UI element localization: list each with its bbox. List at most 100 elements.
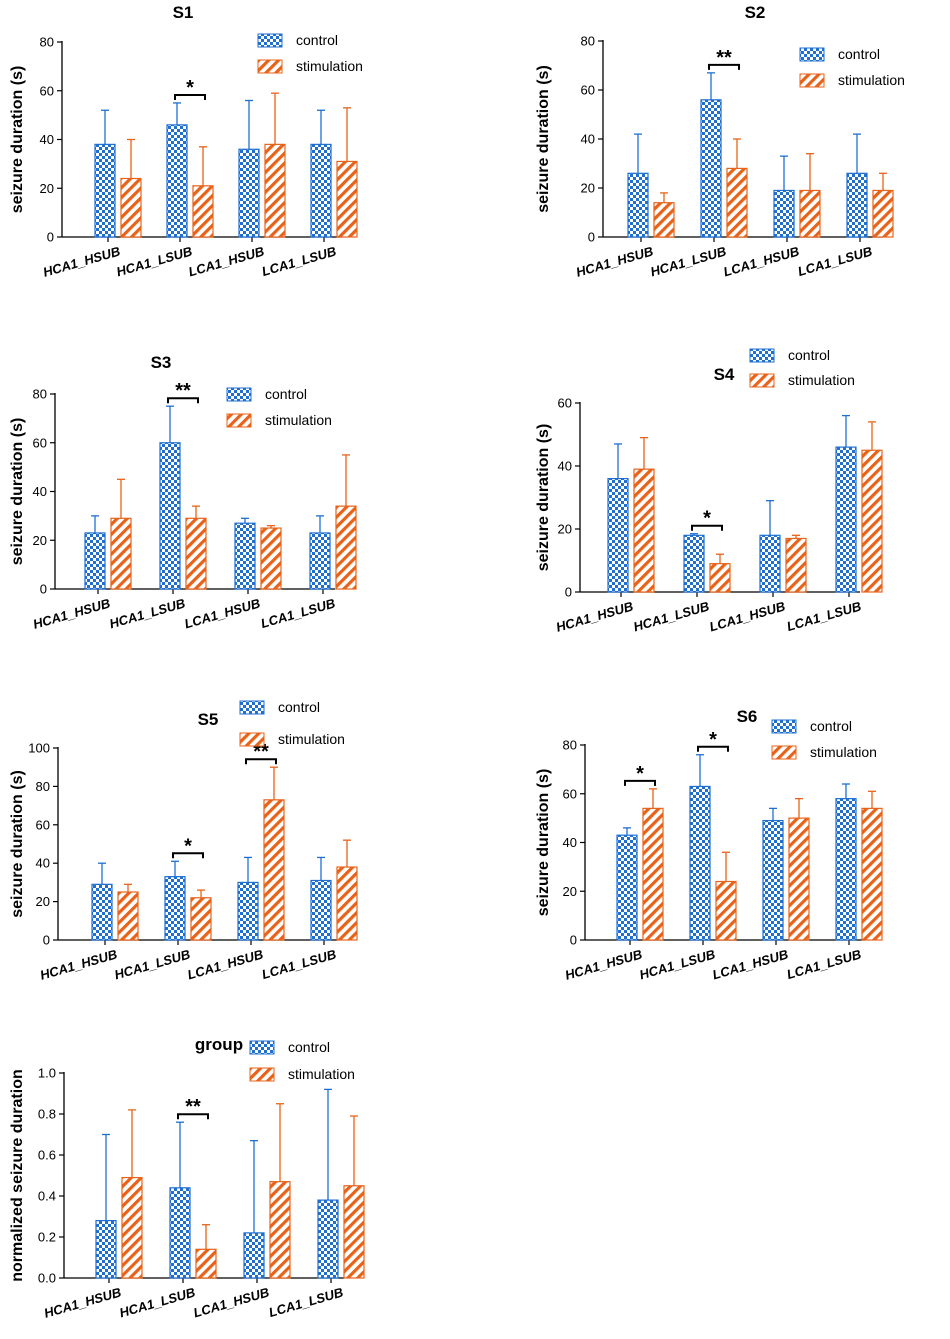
chart-title: S6 — [737, 707, 758, 726]
y-tick-label: 60 — [33, 435, 47, 450]
x-tick-label: LCA1_LSUB — [796, 243, 874, 279]
significance-stars: * — [186, 77, 194, 99]
significance-stars: * — [709, 729, 717, 751]
significance-stars: * — [703, 508, 711, 530]
bar-control — [310, 879, 332, 941]
bar-stimulation — [726, 167, 748, 238]
y-tick-label: 40 — [36, 856, 50, 871]
legend-label-stimulation: stimulation — [288, 1066, 355, 1082]
bar-control — [164, 876, 186, 941]
bar-control — [169, 1187, 191, 1279]
bar-stimulation — [709, 563, 731, 593]
bar-control — [234, 522, 256, 590]
legend-swatch-stimulation — [771, 745, 797, 760]
chart-title: S3 — [151, 353, 172, 372]
significance-bracket — [624, 779, 656, 786]
chart-panel-1: S1 seizure duration (s) 0 20 40 60 80 HCA1_HSUB… — [9, 3, 363, 280]
legend-swatch-control — [771, 719, 797, 734]
bar-stimulation — [121, 1176, 143, 1279]
legend-label-control: control — [810, 718, 852, 734]
bar-stimulation — [190, 897, 212, 941]
y-tick-label: 60 — [581, 83, 595, 98]
y-axis-label: seizure duration (s) — [535, 424, 552, 572]
x-tick-label: LCA1_LSUB — [259, 595, 337, 631]
significance-stars: * — [184, 835, 192, 857]
y-tick-label: 1.0 — [38, 1066, 56, 1081]
x-tick-label: LCA1_LSUB — [260, 243, 338, 279]
significance-bracket — [174, 93, 206, 100]
x-tick-label: HCA1_LSUB — [115, 243, 194, 279]
x-tick-label: HCA1_HSUB — [42, 1284, 123, 1320]
legend-label-stimulation: stimulation — [265, 412, 332, 428]
bar-control — [95, 1219, 117, 1279]
legend-label-control: control — [788, 347, 830, 363]
chart-panel-4: S4 seizure duration (s) 0 20 40 60 HCA1_HSUBHC… — [535, 347, 883, 635]
bar-control — [607, 478, 629, 593]
x-tick-label: HCA1_HSUB — [41, 243, 122, 279]
y-tick-label: 0 — [40, 582, 47, 597]
y-tick-label: 40 — [558, 459, 572, 474]
x-tick-label: LCA1_LSUB — [785, 598, 863, 634]
legend-label-stimulation: stimulation — [278, 731, 345, 747]
x-tick-label: HCA1_HSUB — [574, 243, 655, 279]
bar-control — [91, 883, 113, 941]
bar-stimulation — [120, 177, 142, 238]
y-axis-label: seizure duration (s) — [9, 66, 26, 214]
y-tick-label: 40 — [563, 835, 577, 850]
y-tick-label: 20 — [36, 894, 50, 909]
x-tick-label: LCA1_HSUB — [186, 946, 265, 982]
y-tick-label: 0.2 — [38, 1230, 56, 1245]
legend-label-stimulation: stimulation — [810, 744, 877, 760]
legend-label-control: control — [278, 699, 320, 715]
y-tick-label: 20 — [40, 181, 54, 196]
bar-stimulation — [110, 517, 132, 590]
bar-control — [683, 534, 705, 593]
bar-control — [759, 534, 781, 593]
bar-control — [835, 798, 857, 941]
chart-panel-2: S2 seizure duration (s) 0 20 40 60 80 HCA1_HSUB… — [535, 3, 905, 280]
bar-control — [159, 442, 181, 590]
significance-stars: ** — [716, 47, 732, 69]
y-tick-label: 60 — [558, 396, 572, 411]
bar-stimulation — [642, 807, 664, 941]
legend-swatch-stimulation — [226, 413, 252, 428]
bar-stimulation — [343, 1185, 365, 1279]
bar-control — [762, 819, 784, 941]
legend-swatch-control — [226, 387, 252, 402]
legend-swatch-stimulation — [239, 732, 265, 747]
significance-stars: ** — [175, 380, 191, 402]
y-tick-label: 60 — [563, 786, 577, 801]
bar-control — [94, 143, 116, 238]
legend-label-control: control — [296, 32, 338, 48]
bar-control — [237, 881, 259, 941]
chart-title: S4 — [714, 365, 735, 384]
x-tick-label: LCA1_LSUB — [785, 946, 863, 982]
y-tick-label: 20 — [558, 522, 572, 537]
y-tick-label: 20 — [581, 181, 595, 196]
y-tick-label: 20 — [563, 884, 577, 899]
legend-label-stimulation: stimulation — [296, 58, 363, 74]
bar-stimulation — [872, 189, 894, 238]
x-tick-label: LCA1_HSUB — [192, 1284, 271, 1320]
bar-control — [835, 446, 857, 593]
y-tick-label: 20 — [33, 533, 47, 548]
significance-bracket — [177, 1113, 209, 1120]
bar-stimulation — [336, 160, 358, 238]
bar-control — [700, 99, 722, 238]
chart-title: S2 — [745, 3, 766, 22]
bar-stimulation — [117, 891, 139, 941]
y-tick-label: 0 — [570, 933, 577, 948]
y-tick-label: 80 — [563, 738, 577, 753]
bar-control — [238, 148, 260, 238]
legend-swatch-control — [799, 47, 825, 62]
significance-stars: ** — [253, 741, 269, 763]
x-tick-label: HCA1_LSUB — [638, 946, 717, 982]
legend-label-stimulation: stimulation — [788, 372, 855, 388]
y-tick-label: 40 — [33, 484, 47, 499]
x-tick-label: HCA1_HSUB — [31, 595, 112, 631]
legend-swatch-stimulation — [799, 73, 825, 88]
y-axis-label: seizure duration (s) — [9, 770, 26, 918]
bar-stimulation — [785, 537, 807, 593]
legend-swatch-stimulation — [749, 373, 775, 388]
chart-panel-6: S6 seizure duration (s) 0 20 40 60 80 HCA1_HSUB… — [535, 707, 883, 983]
